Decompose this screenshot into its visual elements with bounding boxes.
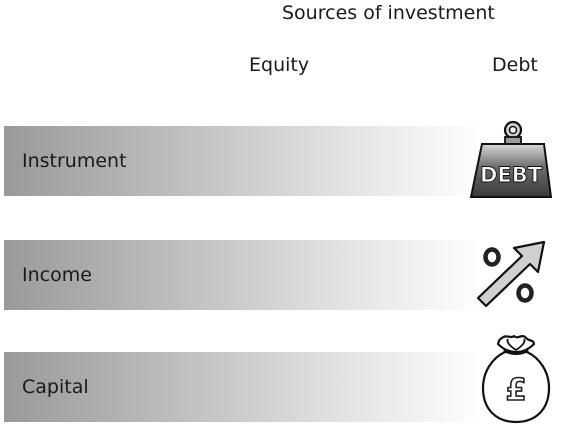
debt-weight-icon: DEBT	[468, 118, 554, 200]
diagram-title: Sources of investment	[282, 2, 495, 24]
debt-weight-label: DEBT	[480, 163, 543, 187]
column-header-equity: Equity	[249, 54, 310, 76]
row-band-instrument: Instrument	[4, 126, 484, 196]
row-band-capital: Capital	[4, 352, 484, 422]
row-band-income: Income	[4, 240, 484, 310]
money-bag-icon: £	[478, 330, 554, 428]
row-label-capital: Capital	[22, 376, 89, 398]
percent-arrow-icon	[474, 238, 550, 310]
row-label-income: Income	[22, 264, 92, 286]
row-label-instrument: Instrument	[22, 150, 127, 172]
pound-sign: £	[506, 373, 527, 408]
column-header-debt: Debt	[492, 54, 538, 76]
